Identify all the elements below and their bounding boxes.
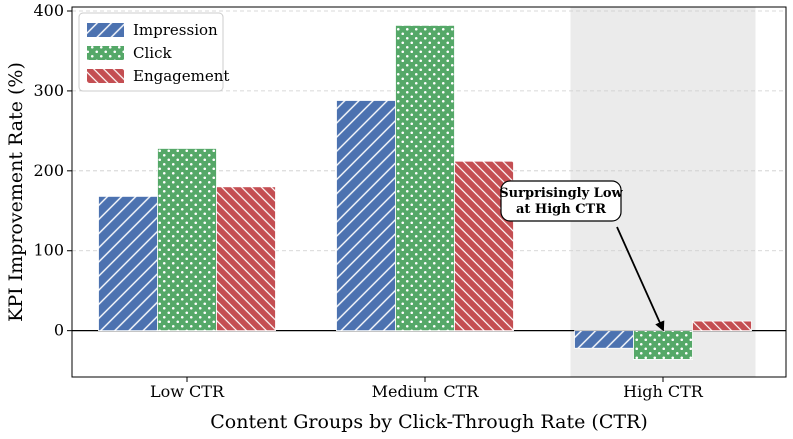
x-axis-ticks: Low CTR Medium CTR High CTR: [150, 377, 704, 401]
legend[interactable]: Impression Click Engagement: [78, 12, 229, 92]
y-tick-label: 0: [54, 321, 64, 340]
y-tick-label: 100: [33, 241, 64, 260]
legend-label-impression: Impression: [133, 21, 218, 39]
y-axis-ticks: 0 100 200 300 400: [33, 1, 72, 340]
x-axis-label: Content Groups by Click-Through Rate (CT…: [210, 411, 648, 433]
bar-group: [98, 24, 752, 360]
bar-engagement-high-ctr[interactable]: [692, 320, 752, 332]
y-tick-label: 200: [33, 161, 64, 180]
plot-frame: [71, 6, 787, 378]
annotation-text-line2: at High CTR: [516, 202, 606, 217]
annotation-text-line1: Surprisingly Low: [499, 186, 623, 201]
x-tick-label: Medium CTR: [372, 382, 480, 401]
legend-label-engagement: Engagement: [133, 67, 229, 85]
bar-impression-low-ctr[interactable]: [98, 195, 158, 332]
bar-engagement-low-ctr[interactable]: [216, 186, 276, 332]
bar-click-medium-ctr[interactable]: [395, 24, 455, 332]
legend-swatch-click: [87, 46, 124, 60]
y-tick-label: 400: [33, 1, 64, 20]
bar-click-high-ctr[interactable]: [633, 330, 693, 360]
bar-click-low-ctr[interactable]: [157, 148, 217, 332]
legend-swatch-engagement: [87, 69, 124, 83]
legend-label-click: Click: [133, 44, 172, 62]
x-tick-label: Low CTR: [150, 382, 225, 401]
bar-impression-medium-ctr[interactable]: [336, 100, 396, 332]
x-tick-label: High CTR: [623, 382, 704, 401]
annotation-box: [500, 180, 622, 222]
y-tick-label: 300: [33, 81, 64, 100]
bar-impression-high-ctr[interactable]: [574, 330, 634, 349]
annotation: Surprisingly Low at High CTR: [499, 180, 665, 332]
annotation-arrow: [616, 226, 665, 332]
legend-swatch-impression: [87, 23, 124, 37]
y-axis-label: KPI Improvement Rate (%): [5, 62, 27, 322]
